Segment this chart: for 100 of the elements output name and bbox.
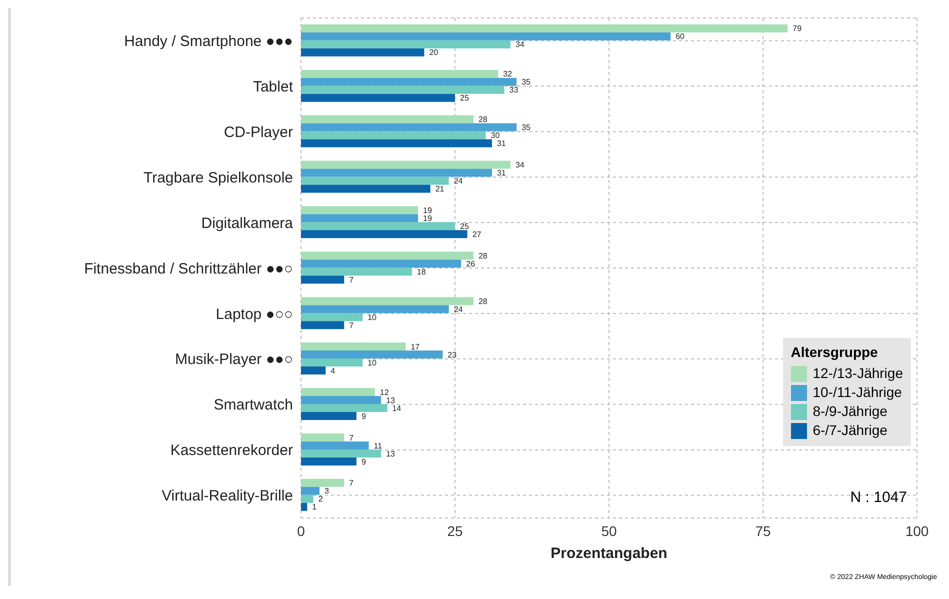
data-label: 14: [392, 404, 402, 413]
data-label: 23: [448, 350, 458, 360]
data-label: 9: [361, 412, 366, 421]
data-label: 28: [478, 115, 488, 124]
data-label: 3: [324, 486, 330, 496]
data-label: 7: [349, 433, 354, 442]
y-tick-label: Digitalkamera: [201, 214, 294, 232]
bar: [301, 313, 363, 322]
data-label: 11: [374, 441, 383, 450]
bar: [301, 433, 344, 442]
data-label: 25: [460, 94, 470, 103]
x-tick-label: 50: [601, 522, 617, 539]
bar: [301, 78, 517, 86]
bar: [301, 40, 510, 48]
bar: [301, 268, 412, 276]
bar: [301, 139, 492, 148]
x-tick-label: 0: [297, 522, 306, 539]
bar: [301, 24, 788, 32]
bar: [301, 214, 418, 222]
data-label: 25: [460, 222, 470, 232]
bar: [301, 123, 517, 132]
x-axis-title: Prozentangaben: [550, 545, 668, 562]
bar: [301, 176, 449, 185]
bar: [301, 478, 344, 487]
data-label: 7: [349, 320, 354, 330]
data-label: 18: [416, 267, 426, 276]
bar: [301, 252, 474, 260]
legend-label: 10-/11-Jährige: [812, 383, 903, 402]
data-label: 32: [503, 70, 513, 79]
bar: [301, 321, 344, 330]
bar: [301, 70, 498, 78]
bar: [301, 457, 356, 466]
data-label: 35: [522, 123, 532, 132]
data-label: 4: [330, 366, 336, 376]
data-label: 28: [478, 251, 488, 260]
bar: [301, 276, 344, 284]
data-label: 7: [349, 275, 354, 284]
y-tick-label: Handy / Smartphone ●●●: [124, 33, 293, 50]
data-label: 31: [496, 139, 506, 148]
bar: [301, 486, 320, 495]
y-tick-label: Smartwatch: [214, 396, 293, 414]
legend-label: 8-/9-Jährige: [812, 402, 888, 421]
bar: [301, 441, 369, 450]
x-tick-label: 100: [905, 522, 929, 539]
bar: [301, 184, 430, 193]
data-label: 24: [454, 176, 464, 186]
data-label: 12: [380, 388, 390, 397]
y-tick-label: Tablet: [252, 78, 294, 96]
data-label: 35: [522, 78, 532, 87]
bar: [301, 297, 474, 306]
bar: [301, 131, 486, 140]
y-tick-label: Virtual-Reality-Brille: [162, 488, 293, 505]
legend-label: 6-/7-Jährige: [812, 421, 888, 440]
data-label: 7: [349, 478, 354, 488]
bar: [301, 168, 492, 177]
y-tick-label: Kassettenrekorder: [170, 442, 293, 460]
data-label: 24: [454, 304, 464, 314]
data-label: 17: [410, 342, 420, 352]
data-label: 19: [423, 206, 432, 216]
y-tick-label: Laptop ●○○: [216, 306, 293, 323]
bar: [301, 494, 314, 503]
bar: [301, 396, 382, 404]
bar: [301, 449, 382, 458]
data-label: 60: [676, 32, 686, 42]
data-label: 26: [466, 259, 476, 268]
bar: [301, 358, 363, 367]
y-tick-label: Fitnessband / Schrittzähler ●●○: [84, 260, 293, 278]
data-label: 9: [361, 457, 366, 466]
bar: [301, 388, 375, 396]
bar: [301, 404, 388, 412]
data-label: 30: [490, 131, 500, 140]
bar: [301, 366, 326, 375]
y-tick-label: CD-Player: [224, 124, 293, 141]
data-label: 21: [435, 184, 445, 194]
bar: [301, 412, 356, 420]
bar: [301, 94, 455, 102]
bar: [301, 305, 449, 314]
bar: [301, 160, 510, 169]
bar: [301, 342, 406, 351]
data-label: 33: [509, 86, 519, 95]
data-label: 31: [496, 168, 506, 178]
annotation: N : 1047: [850, 489, 907, 506]
bar: [301, 502, 308, 511]
legend-title: Altersgruppe: [790, 344, 879, 360]
data-label: 13: [386, 396, 396, 405]
x-tick-label: 75: [755, 522, 771, 539]
bar: [301, 115, 474, 124]
data-label: 13: [386, 449, 396, 458]
y-tick-label: Tragbare Spielkonsole: [143, 169, 293, 186]
data-label: 19: [423, 214, 432, 224]
legend-label: 12-/13-Jährige: [812, 364, 903, 383]
bar: [301, 86, 504, 94]
data-label: 79: [792, 24, 802, 34]
bar: [301, 32, 671, 40]
data-label: 10: [368, 312, 378, 322]
data-label: 34: [515, 160, 525, 170]
data-label: 27: [472, 230, 482, 240]
bar: [301, 260, 462, 268]
bar: [301, 230, 468, 238]
data-label: 20: [429, 48, 439, 58]
